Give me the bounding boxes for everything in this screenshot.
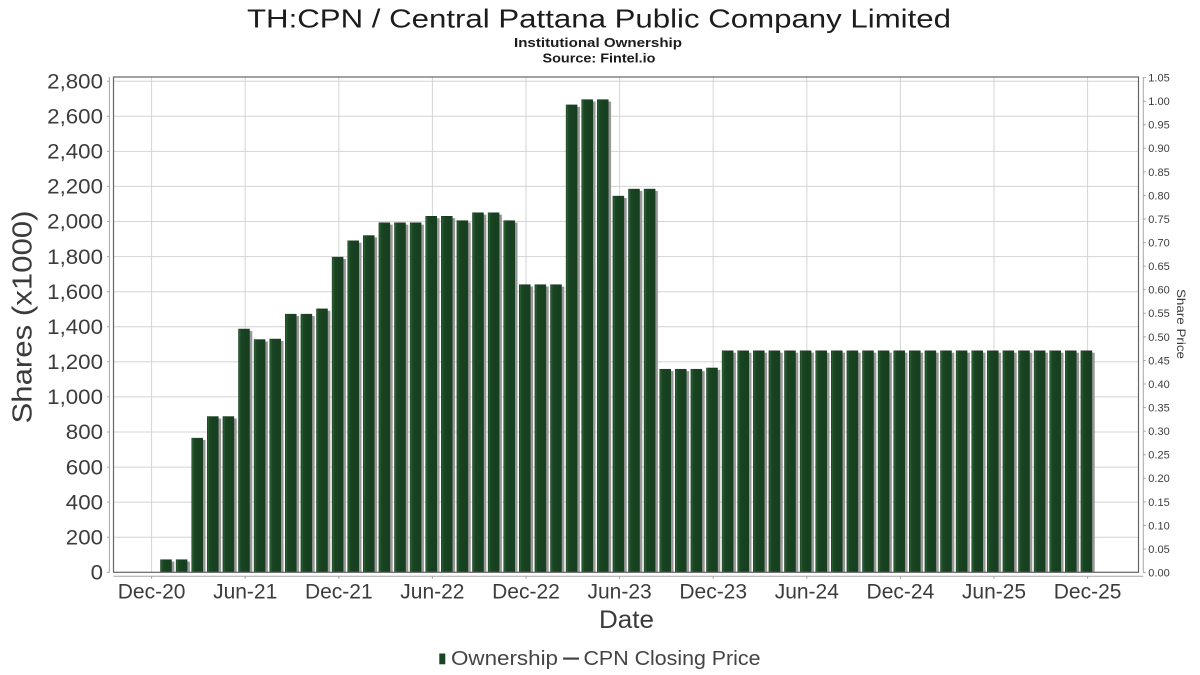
svg-text:0.50: 0.50 [1148,332,1169,344]
svg-text:CPN Closing Price: CPN Closing Price [584,648,761,670]
svg-text:1,000: 1,000 [47,386,103,409]
svg-text:0.85: 0.85 [1148,167,1169,179]
svg-text:0.25: 0.25 [1148,450,1169,462]
svg-text:800: 800 [66,421,103,444]
svg-text:Jun-25: Jun-25 [962,581,1026,604]
svg-text:Jun-22: Jun-22 [400,581,464,604]
svg-text:0.55: 0.55 [1148,308,1169,320]
svg-text:0.00: 0.00 [1148,568,1169,580]
svg-text:0.90: 0.90 [1148,143,1169,155]
svg-text:0.75: 0.75 [1148,214,1169,226]
svg-text:Institutional Ownership: Institutional Ownership [514,35,682,50]
svg-text:600: 600 [66,456,103,479]
svg-text:0.05: 0.05 [1148,544,1169,556]
svg-text:0.35: 0.35 [1148,403,1169,415]
svg-text:Dec-20: Dec-20 [118,581,186,604]
svg-text:Dec-25: Dec-25 [1054,581,1122,604]
svg-text:1.00: 1.00 [1148,96,1169,108]
svg-text:2,600: 2,600 [47,106,103,129]
svg-text:1,800: 1,800 [47,246,103,269]
svg-text:0.60: 0.60 [1148,285,1169,297]
svg-text:Date: Date [599,606,654,634]
svg-text:Dec-21: Dec-21 [305,581,373,604]
svg-text:0.30: 0.30 [1148,426,1169,438]
svg-text:Dec-22: Dec-22 [492,581,560,604]
svg-text:200: 200 [66,526,103,549]
svg-text:Share Price: Share Price [1174,289,1188,359]
svg-text:1,600: 1,600 [47,281,103,304]
svg-text:0: 0 [91,562,103,585]
svg-text:0.10: 0.10 [1148,520,1169,532]
svg-text:0.70: 0.70 [1148,238,1169,250]
svg-text:0.45: 0.45 [1148,355,1169,367]
svg-text:Jun-24: Jun-24 [775,581,840,604]
svg-text:Jun-23: Jun-23 [587,581,651,604]
svg-text:400: 400 [66,491,103,514]
svg-text:TH:CPN / Central Pattana Publi: TH:CPN / Central Pattana Public Company … [247,4,951,34]
svg-text:0.65: 0.65 [1148,261,1169,273]
svg-text:Jun-21: Jun-21 [213,581,277,604]
svg-text:2,000: 2,000 [47,211,103,234]
svg-text:2,200: 2,200 [47,176,103,199]
svg-text:Shares (x1000): Shares (x1000) [7,211,38,424]
svg-text:0.40: 0.40 [1148,379,1169,391]
svg-text:0.15: 0.15 [1148,497,1169,509]
svg-text:Source: Fintel.io: Source: Fintel.io [543,51,656,66]
svg-text:1,200: 1,200 [47,351,103,374]
svg-text:0.95: 0.95 [1148,120,1169,132]
svg-text:0.20: 0.20 [1148,473,1169,485]
svg-text:1,400: 1,400 [47,316,103,339]
svg-text:2,800: 2,800 [47,70,103,93]
svg-text:1.05: 1.05 [1148,73,1169,85]
svg-text:0.80: 0.80 [1148,190,1169,202]
svg-text:Dec-24: Dec-24 [867,581,935,604]
svg-text:Ownership: Ownership [451,648,558,670]
svg-text:2,400: 2,400 [47,141,103,164]
svg-text:Dec-23: Dec-23 [679,581,747,604]
